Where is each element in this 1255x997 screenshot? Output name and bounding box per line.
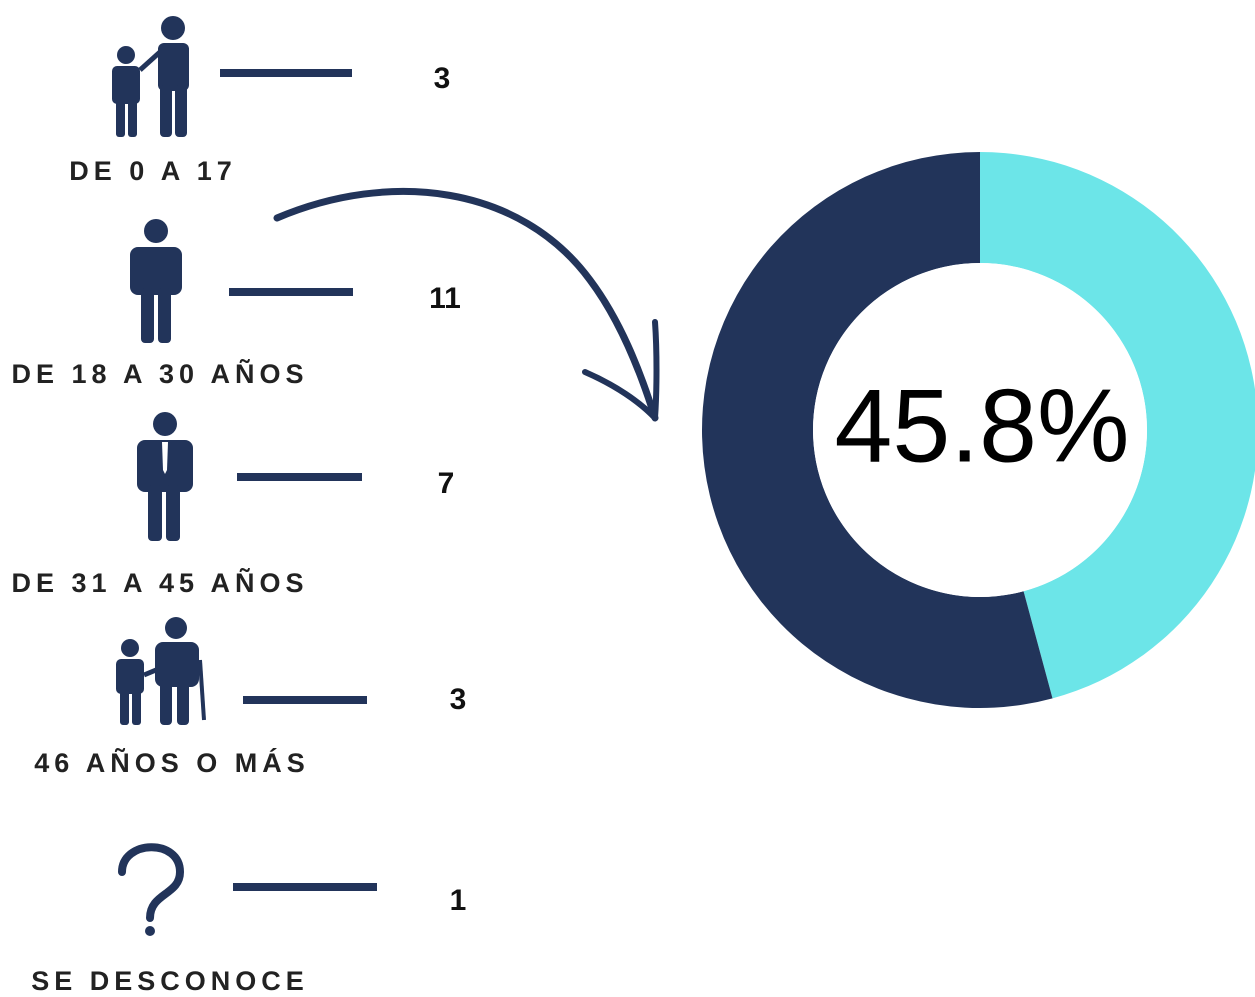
icon-question <box>118 843 185 936</box>
center-label: 45.8% <box>835 368 1130 484</box>
count-label: 3 <box>434 62 451 95</box>
count-label: 3 <box>450 683 467 716</box>
icon-adult-child <box>112 16 189 137</box>
icon-adult-suit <box>137 412 193 541</box>
icon-young-adult <box>130 219 182 343</box>
count-label: 11 <box>429 282 461 315</box>
arrow-curve <box>273 187 659 422</box>
icons <box>112 16 206 936</box>
age-label: SE DESCONOCE <box>31 966 309 996</box>
donut-segment <box>980 152 1255 699</box>
count-label: 1 <box>450 884 467 917</box>
donut-segment <box>702 152 1053 708</box>
age-label: 46 AÑOS O MÁS <box>34 747 310 778</box>
arrow-head <box>582 319 660 421</box>
donut: 45.8% <box>702 152 1255 708</box>
donut-hole <box>813 263 1147 597</box>
icon-elder-child <box>116 617 206 725</box>
age-label: DE 0 A 17 <box>69 156 237 186</box>
age-label: DE 18 A 30 AÑOS <box>11 358 308 389</box>
count-label: 7 <box>438 467 455 500</box>
age-label: DE 31 A 45 AÑOS <box>11 567 308 598</box>
rows: 3 DE 0 A 17 11 DE 18 A 30 AÑOS 7 DE 31 A 45 A… <box>11 62 466 996</box>
